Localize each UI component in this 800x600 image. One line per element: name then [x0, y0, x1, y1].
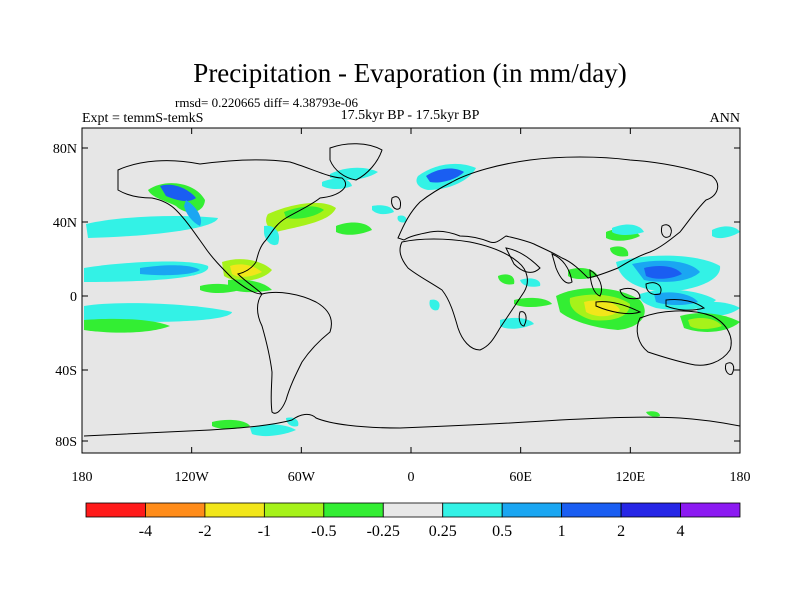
experiment-label: Expt = temmS-temkS — [82, 111, 203, 126]
colorbar: -4 -2 -1 -0.5 -0.25 0.25 0.5 1 2 4 — [85, 502, 741, 540]
lat-tick-label: 40S — [55, 364, 77, 379]
lon-tick-label: 60E — [509, 470, 532, 485]
colorbar-swatch — [501, 502, 563, 518]
colorbar-swatch — [620, 502, 681, 518]
map-ocean-background — [82, 128, 740, 453]
colorbar-label: -0.25 — [367, 523, 400, 540]
stats-line: rmsd= 0.220665 diff= 4.38793e-06 — [175, 95, 359, 110]
lon-tick-label: 60W — [288, 470, 316, 485]
longitude-axis: 180 120W 60W 0 60E 120E 180 — [72, 128, 751, 485]
lat-tick-label: 0 — [70, 290, 77, 305]
lon-tick-label: 180 — [72, 470, 93, 485]
season-label: ANN — [710, 111, 740, 126]
lon-tick-label: 120W — [175, 470, 210, 485]
colorbar-label: 1 — [558, 523, 566, 540]
colorbar-label: -4 — [139, 523, 152, 540]
lat-tick-label: 40N — [53, 216, 77, 231]
colorbar-swatch — [442, 502, 503, 518]
period-label: 17.5kyr BP - 17.5kyr BP — [341, 108, 480, 123]
colorbar-swatch — [323, 502, 384, 518]
colorbar-label: 0.5 — [492, 523, 512, 540]
latitude-axis: 80N 40N 0 40S 80S — [53, 142, 740, 450]
colorbar-swatch — [680, 502, 741, 518]
colorbar-label: 0.25 — [429, 523, 457, 540]
colorbar-swatch — [85, 502, 146, 518]
colorbar-label: 4 — [677, 523, 685, 540]
colorbar-label: -2 — [198, 523, 211, 540]
colorbar-swatch — [204, 502, 265, 518]
lat-tick-label: 80N — [53, 142, 77, 157]
colorbar-swatch — [145, 502, 206, 518]
colorbar-label: -1 — [258, 523, 271, 540]
lon-tick-label: 0 — [408, 470, 415, 485]
colorbar-swatch — [263, 502, 325, 518]
lon-tick-label: 120E — [616, 470, 646, 485]
lat-tick-label: 80S — [55, 435, 77, 450]
colorbar-label: -0.5 — [311, 523, 336, 540]
lon-tick-label: 180 — [730, 470, 751, 485]
colorbar-swatch — [561, 502, 622, 518]
figure-title: Precipitation - Evaporation (in mm/day) — [193, 58, 626, 88]
colorbar-label: 2 — [617, 523, 625, 540]
coastlines — [83, 143, 740, 437]
colorbar-swatch — [382, 502, 444, 518]
